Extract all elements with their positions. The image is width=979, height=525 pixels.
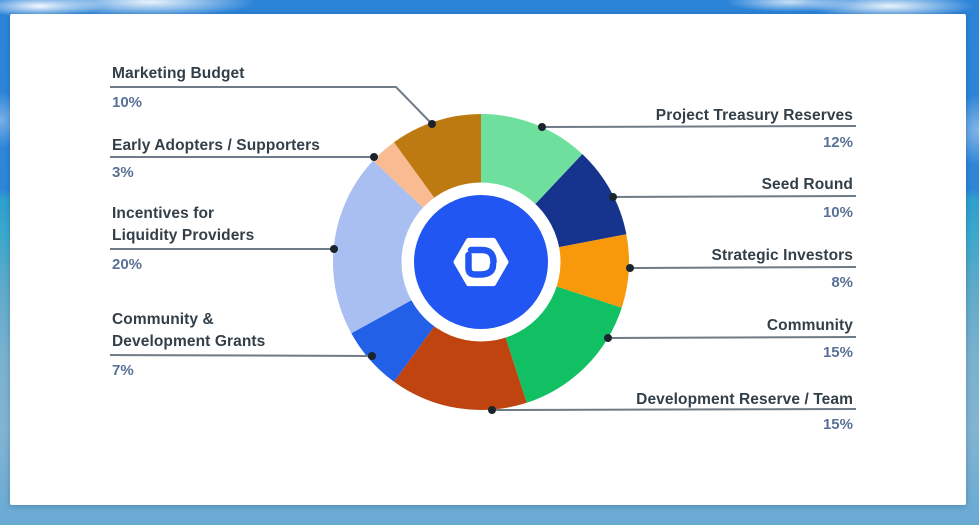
callout-line-8 [110,86,433,125]
callout-dot-4 [488,406,496,414]
slice-percent-strategic-investors: 8% [831,274,853,291]
tokenomics-card: Marketing Budget 10% Early Adopters / Su… [10,14,966,505]
pie-slice-0 [481,114,583,205]
callout-line-1 [612,195,857,198]
slice-label-community: Community [766,317,853,334]
pie-slice-3 [505,286,622,403]
callout-line-5 [109,354,373,357]
slice-percent-community: 15% [822,344,853,361]
slice-label-seed-round: Seed Round [761,176,853,193]
callout-dot-3 [604,334,612,342]
slice-label-development-reserve-team: Development Reserve / Team [636,391,853,408]
callout-line-0 [541,125,857,128]
callout-line-3 [607,336,857,339]
slice-label-early-adopters: Early Adopters / Supporters [112,137,320,154]
callout-dot-0 [538,123,546,131]
callout-dot-2 [626,264,634,272]
slice-percent-community-dev-grants: 7% [112,362,134,379]
brand-shield-d-icon [453,237,509,287]
pie-slice-4 [394,325,527,411]
pie-slice-1 [535,154,627,248]
pie-slice-7 [373,142,435,208]
callout-dot-1 [609,193,617,201]
slice-percent-incentives-liquidity: 20% [112,256,143,273]
pie-slice-8 [394,114,481,199]
pie-slice-2 [556,234,629,308]
tokenomics-donut-chart [109,86,857,414]
slice-label-community-dev-grants: Community & Development Grants [112,311,266,350]
slice-percent-marketing-budget: 10% [112,94,143,111]
callout-dot-5 [368,352,376,360]
callout-line-4 [491,408,857,411]
callout-dot-8 [428,120,436,128]
callout-dot-6 [330,245,338,253]
slice-label-project-treasury: Project Treasury Reserves [655,107,853,124]
slice-percent-project-treasury: 12% [822,134,853,151]
pie-slice-5 [351,300,435,382]
slice-label-strategic-investors: Strategic Investors [711,247,853,264]
slice-percent-development-reserve: 15% [822,416,853,433]
slice-percent-early-adopters: 3% [112,164,134,181]
callout-line-2 [629,266,857,269]
slice-label-marketing-budget: Marketing Budget [112,65,245,82]
slice-label-incentives-liquidity: Incentives for Liquidity Providers [112,205,255,244]
slice-percent-seed-round: 10% [822,204,853,221]
callout-dot-7 [370,153,378,161]
pie-slice-6 [333,160,424,334]
